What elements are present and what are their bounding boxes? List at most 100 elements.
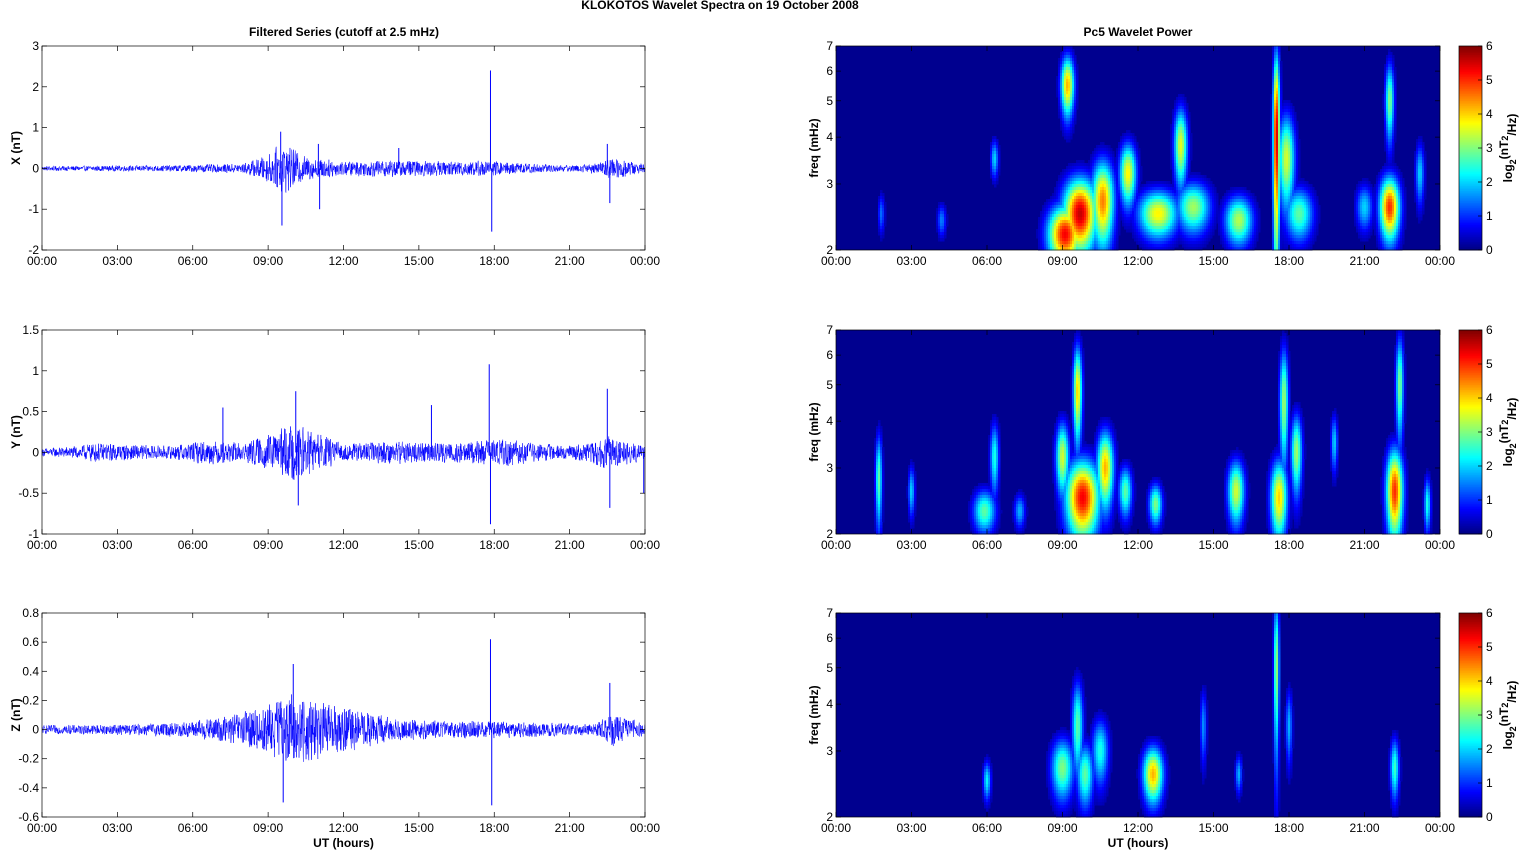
y-tick-label: 0.4 — [22, 664, 39, 678]
colorbar-step — [1459, 78, 1482, 81]
colorbar-step — [1459, 221, 1482, 224]
colorbar-step — [1459, 219, 1482, 222]
colorbar-step — [1459, 696, 1482, 699]
colorbar-step — [1459, 750, 1482, 753]
x-tick-label: 15:00 — [1198, 538, 1228, 552]
x-tick-label: 15:00 — [404, 821, 434, 835]
colorbar-step — [1459, 616, 1482, 619]
colorbar-step — [1459, 217, 1482, 220]
colorbar-step — [1459, 426, 1482, 430]
plot-area — [42, 330, 645, 534]
colorbar-step — [1459, 93, 1482, 96]
colorbar-step — [1459, 239, 1482, 242]
colorbar-step — [1459, 665, 1482, 668]
colorbar-step — [1459, 175, 1482, 178]
colorbar-step — [1459, 132, 1482, 135]
colorbar-step — [1459, 421, 1482, 424]
colorbar-step — [1459, 248, 1482, 251]
colorbar-step — [1459, 112, 1482, 115]
colorbar-step — [1459, 396, 1482, 399]
colorbar-tick-label: 6 — [1486, 39, 1493, 53]
colorbar-step — [1459, 47, 1482, 50]
colorbar-step — [1459, 457, 1482, 460]
colorbar-step — [1459, 153, 1482, 156]
colorbar-step — [1459, 530, 1482, 533]
colorbar-step — [1459, 362, 1482, 365]
x-tick-label: 00:00 — [821, 821, 851, 835]
x-tick-label: 21:00 — [555, 821, 585, 835]
y-axis-label: freq (mHz) — [807, 402, 821, 461]
colorbar-step — [1459, 330, 1482, 333]
y-tick-label: 4 — [826, 414, 833, 428]
colorbar-step — [1459, 784, 1482, 787]
colorbar-step — [1459, 418, 1482, 421]
colorbar-tick-label: 3 — [1486, 141, 1493, 155]
colorbar-step — [1459, 510, 1482, 513]
colorbar-step — [1459, 633, 1482, 636]
colorbar-step — [1459, 636, 1482, 639]
colorbar-step — [1459, 231, 1482, 234]
colorbar-tick-label: 4 — [1486, 107, 1493, 121]
y-tick-label: 4 — [826, 697, 833, 711]
y-tick-label: -0.4 — [18, 781, 39, 795]
colorbar-step — [1459, 61, 1482, 64]
colorbar-step — [1459, 525, 1482, 528]
colorbar-step — [1459, 675, 1482, 679]
colorbar-step — [1459, 370, 1482, 373]
y-tick-label: 6 — [826, 348, 833, 362]
colorbar-step — [1459, 489, 1482, 492]
colorbar-step — [1459, 369, 1482, 372]
colorbar-tick-label: 4 — [1486, 674, 1493, 688]
x-tick-label: 06:00 — [972, 821, 1002, 835]
colorbar-step — [1459, 623, 1482, 626]
colorbar-step — [1459, 755, 1482, 758]
colorbar-step — [1459, 234, 1482, 237]
colorbar-step — [1459, 618, 1482, 621]
colorbar-step — [1459, 781, 1482, 784]
colorbar-step — [1459, 124, 1482, 127]
colorbar-step — [1459, 168, 1482, 171]
colorbar-step — [1459, 779, 1482, 782]
colorbar-step — [1459, 518, 1482, 521]
colorbar-step — [1459, 674, 1482, 677]
colorbar-step — [1459, 664, 1482, 667]
colorbar-step — [1459, 377, 1482, 380]
colorbar-step — [1459, 102, 1482, 105]
colorbar-step — [1459, 156, 1482, 159]
colorbar-step — [1459, 762, 1482, 765]
colorbar-step — [1459, 467, 1482, 470]
colorbar-step — [1459, 190, 1482, 193]
y-tick-label: 7 — [826, 606, 833, 620]
colorbar-step — [1459, 205, 1482, 208]
colorbar-step — [1459, 621, 1482, 624]
colorbar-step — [1459, 392, 1482, 396]
colorbar-step — [1459, 59, 1482, 62]
plot-area — [42, 613, 645, 817]
colorbar-tick-label: 0 — [1486, 243, 1493, 257]
colorbar-step — [1459, 226, 1482, 229]
y-tick-label: -2 — [28, 243, 39, 257]
y-tick-label: 0 — [32, 723, 39, 737]
colorbar-step — [1459, 141, 1482, 144]
colorbar-step — [1459, 57, 1482, 61]
colorbar-step — [1459, 726, 1482, 730]
colorbar-step — [1459, 63, 1482, 66]
colorbar-step — [1459, 338, 1482, 341]
x-tick-label: 09:00 — [253, 254, 283, 268]
colorbar-step — [1459, 243, 1482, 246]
colorbar-step — [1459, 484, 1482, 487]
colorbar-step — [1459, 108, 1482, 112]
colorbar-step — [1459, 806, 1482, 809]
colorbar-step — [1459, 374, 1482, 377]
colorbar-step — [1459, 171, 1482, 174]
x-tick-label: 00:00 — [27, 254, 57, 268]
colorbar-step — [1459, 718, 1482, 721]
colorbar-step — [1459, 466, 1482, 469]
x-tick-label: 12:00 — [1123, 821, 1153, 835]
y-tick-label: 5 — [826, 661, 833, 675]
colorbar-step — [1459, 445, 1482, 448]
colorbar-step — [1459, 408, 1482, 411]
x-tick-label: 12:00 — [328, 821, 358, 835]
colorbar-step — [1459, 214, 1482, 217]
colorbar-step — [1459, 738, 1482, 741]
